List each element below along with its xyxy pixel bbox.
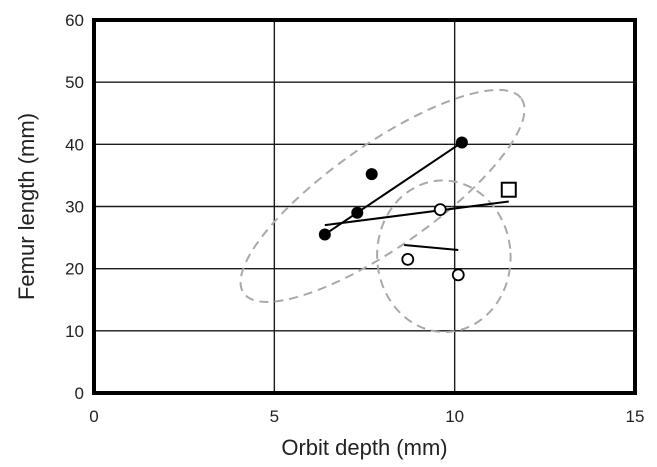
y-tick-label: 40 xyxy=(65,135,84,154)
x-tick-label: 10 xyxy=(445,407,464,426)
regression-lines xyxy=(324,141,509,252)
open-circle-point xyxy=(451,268,465,282)
open-circle-point xyxy=(433,203,447,217)
filled-circle-point xyxy=(351,206,364,219)
y-tick-label: 60 xyxy=(65,11,84,30)
tick-labels: 0 5 10 15 0 10 20 30 40 50 60 xyxy=(65,11,644,426)
y-tick-label: 10 xyxy=(65,322,84,341)
plot-area-frame xyxy=(92,18,637,395)
trend-line xyxy=(324,141,463,236)
trend-line xyxy=(404,244,459,252)
data-points xyxy=(318,136,517,282)
filled-circle-point xyxy=(455,136,468,149)
confidence-ellipse xyxy=(239,88,526,303)
filled-circle-point xyxy=(365,168,378,181)
x-tick-label: 0 xyxy=(89,407,98,426)
y-axis-title: Femur length (mm) xyxy=(14,113,39,300)
open-square-point xyxy=(500,181,517,198)
trend-line xyxy=(324,200,509,227)
y-tick-label: 0 xyxy=(75,384,84,403)
x-axis-title: Orbit depth (mm) xyxy=(281,435,447,460)
filled-circle-point xyxy=(318,228,331,241)
confidence-ellipse xyxy=(376,179,512,334)
x-tick-label: 5 xyxy=(270,407,279,426)
y-tick-label: 30 xyxy=(65,198,84,217)
confidence-ellipses xyxy=(239,88,526,334)
gridlines xyxy=(93,19,636,394)
open-circle-point xyxy=(401,252,415,266)
y-tick-label: 50 xyxy=(65,73,84,92)
y-tick-label: 20 xyxy=(65,260,84,279)
x-tick-label: 15 xyxy=(626,407,645,426)
